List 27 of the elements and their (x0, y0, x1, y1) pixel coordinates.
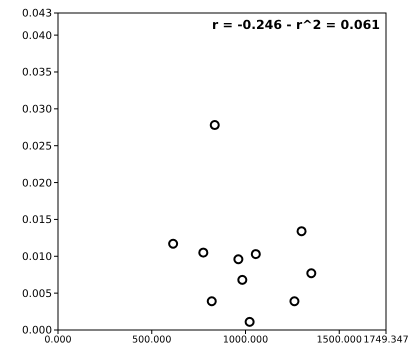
x-tick-label: 500.000 (132, 334, 172, 346)
y-tick-label: 0.040 (22, 30, 52, 42)
y-tick-label: 0.030 (22, 104, 52, 116)
x-tick-label: 1500.000 (316, 334, 362, 346)
annotation: r = -0.246 - r^2 = 0.061 (212, 17, 380, 32)
x-tick-label: 1749.347 (363, 334, 409, 346)
point (210, 120, 220, 130)
point (296, 226, 307, 236)
y-tick-label: 0.020 (22, 177, 52, 190)
y-tick-label: 0.015 (22, 214, 52, 226)
y-tick-label: 0.043 (22, 8, 52, 20)
point (206, 296, 217, 306)
point (233, 254, 244, 264)
y-tick-label: 0.010 (22, 251, 52, 264)
y-tick-label: 0.035 (22, 66, 52, 79)
point (198, 248, 208, 258)
point (244, 316, 255, 327)
y-tick-label: 0.000 (22, 324, 52, 337)
y-tick-label: 0.005 (22, 288, 52, 300)
point (306, 268, 316, 278)
point (289, 296, 300, 306)
y-tick-label: 0.025 (22, 140, 52, 152)
x-tick-label: 0.000 (44, 334, 72, 346)
x-tick-label: 1000.000 (222, 334, 268, 346)
point (168, 238, 178, 249)
point (250, 249, 261, 260)
point (237, 274, 248, 285)
